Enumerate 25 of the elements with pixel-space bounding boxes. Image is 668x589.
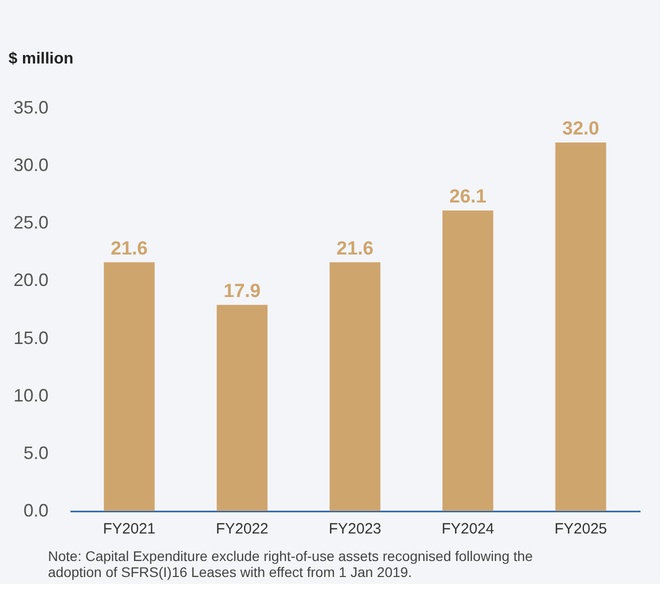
x-tick-label: FY2024: [442, 520, 494, 538]
y-tick-label: 5.0: [23, 442, 48, 463]
bar: [104, 262, 155, 511]
x-tick-label: FY2025: [554, 520, 608, 538]
y-tick-label: 0.0: [23, 500, 48, 520]
bar: [442, 210, 494, 511]
x-tick-label: FY2022: [216, 520, 268, 538]
y-axis-title: $ million: [8, 50, 74, 68]
x-tick-label: FY2021: [102, 520, 156, 538]
bar: [555, 142, 606, 511]
data-label: 26.1: [449, 186, 487, 208]
bar: [330, 262, 380, 511]
data-label: 21.6: [336, 238, 374, 260]
bar: [216, 304, 268, 511]
y-tick-label: 25.0: [13, 212, 48, 233]
x-tick-label: FY2023: [328, 520, 382, 538]
data-label: 21.6: [110, 238, 148, 260]
data-label: 17.9: [224, 280, 261, 302]
y-tick-label: 35.0: [13, 98, 48, 118]
y-tick-label: 30.0: [13, 155, 48, 176]
y-tick-label: 10.0: [13, 385, 48, 406]
data-label: 32.0: [562, 118, 600, 140]
y-tick-label: 20.0: [13, 270, 48, 290]
text: Note: Capital Expenditure exclude right-of-use assets recognised following the adoption of SFRS(I)16 Leases with effect from 1 Jan 2019.: [48, 548, 534, 580]
y-tick-label: 15.0: [13, 328, 48, 348]
